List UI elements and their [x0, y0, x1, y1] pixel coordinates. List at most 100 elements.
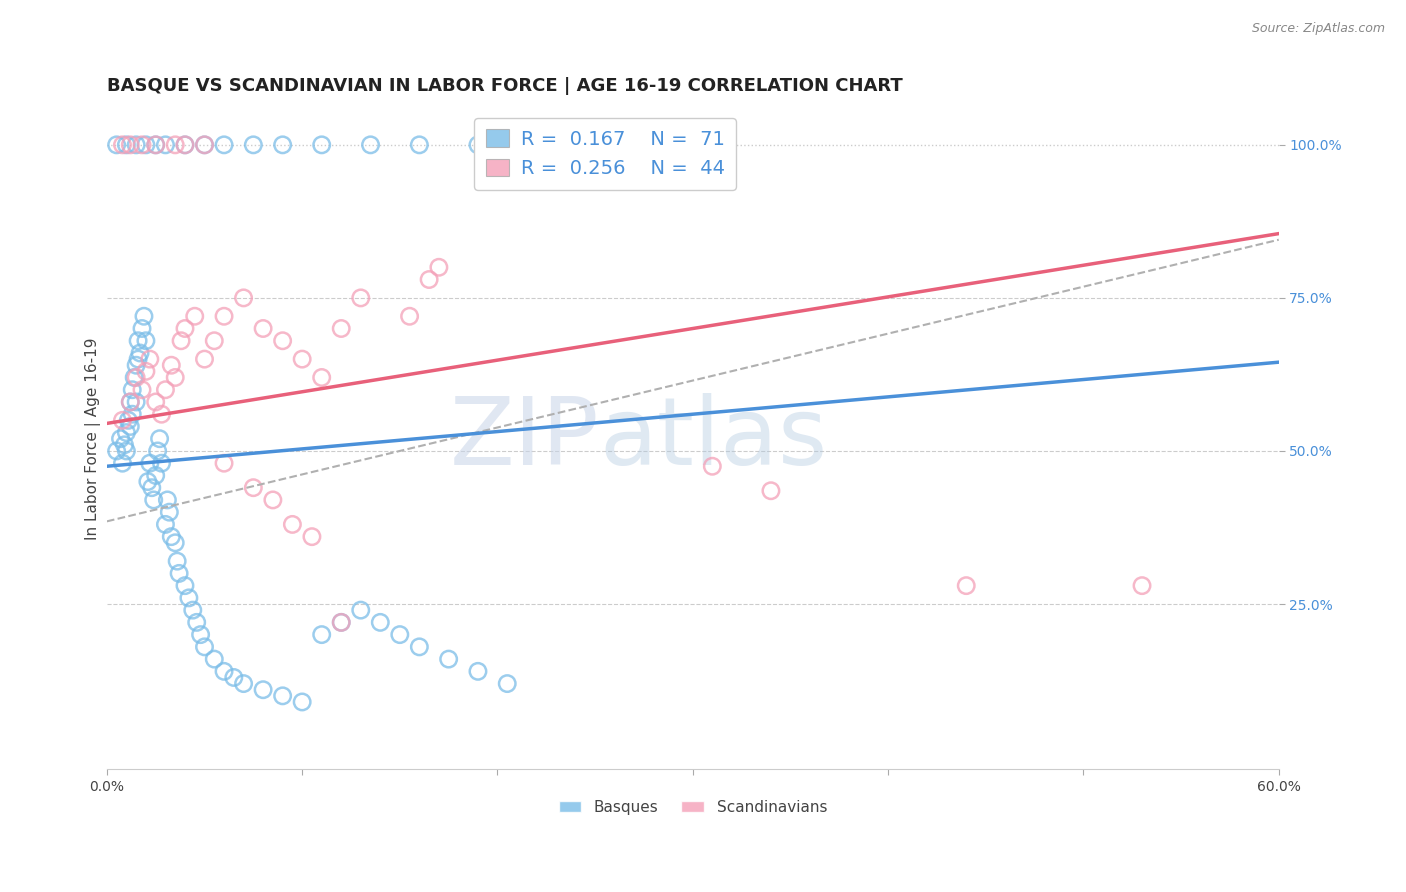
- Basques: [146, 444, 169, 458]
- Scandinavians: [125, 370, 148, 384]
- Scandinavians: [702, 459, 724, 474]
- Basques: [142, 492, 165, 507]
- Scandinavians: [174, 321, 197, 335]
- Basques: [122, 370, 145, 384]
- Basques: [125, 137, 148, 152]
- Scandinavians: [120, 137, 142, 152]
- Basques: [145, 137, 167, 152]
- Basques: [120, 395, 142, 409]
- Basques: [437, 652, 460, 666]
- Basques: [135, 334, 157, 348]
- Basques: [177, 591, 200, 605]
- Basques: [212, 665, 235, 679]
- Scandinavians: [271, 334, 294, 348]
- Scandinavians: [145, 395, 167, 409]
- Basques: [114, 438, 136, 452]
- Scandinavians: [281, 517, 304, 532]
- Basques: [350, 603, 373, 617]
- Basques: [125, 358, 148, 372]
- Basques: [115, 137, 138, 152]
- Scandinavians: [139, 352, 162, 367]
- Basques: [135, 137, 157, 152]
- Basques: [408, 640, 430, 654]
- Basques: [252, 682, 274, 697]
- Scandinavians: [165, 370, 187, 384]
- Basques: [149, 432, 172, 446]
- Basques: [174, 137, 197, 152]
- Basques: [115, 444, 138, 458]
- Basques: [186, 615, 208, 630]
- Scandinavians: [111, 137, 134, 152]
- Scandinavians: [202, 334, 225, 348]
- Text: BASQUE VS SCANDINAVIAN IN LABOR FORCE | AGE 16-19 CORRELATION CHART: BASQUE VS SCANDINAVIAN IN LABOR FORCE | …: [107, 78, 903, 95]
- Basques: [271, 689, 294, 703]
- Basques: [131, 321, 153, 335]
- Text: ZIP: ZIP: [450, 392, 599, 484]
- Scandinavians: [111, 413, 134, 427]
- Basques: [155, 517, 177, 532]
- Y-axis label: In Labor Force | Age 16-19: In Labor Force | Age 16-19: [86, 337, 101, 540]
- Scandinavians: [242, 481, 264, 495]
- Basques: [311, 627, 333, 641]
- Basques: [115, 425, 138, 440]
- Basques: [117, 413, 139, 427]
- Basques: [121, 383, 143, 397]
- Scandinavians: [301, 530, 323, 544]
- Basques: [121, 407, 143, 421]
- Basques: [110, 432, 132, 446]
- Basques: [388, 627, 411, 641]
- Text: Source: ZipAtlas.com: Source: ZipAtlas.com: [1251, 22, 1385, 36]
- Scandinavians: [955, 579, 977, 593]
- Scandinavians: [193, 137, 215, 152]
- Basques: [181, 603, 204, 617]
- Scandinavians: [759, 483, 782, 498]
- Basques: [120, 419, 142, 434]
- Scandinavians: [427, 260, 450, 275]
- Text: atlas: atlas: [599, 392, 827, 484]
- Basques: [311, 137, 333, 152]
- Basques: [141, 481, 163, 495]
- Scandinavians: [212, 310, 235, 324]
- Basques: [496, 676, 519, 690]
- Basques: [132, 310, 155, 324]
- Scandinavians: [418, 272, 440, 286]
- Scandinavians: [350, 291, 373, 305]
- Scandinavians: [131, 383, 153, 397]
- Basques: [174, 579, 197, 593]
- Basques: [156, 492, 179, 507]
- Basques: [105, 137, 128, 152]
- Scandinavians: [311, 370, 333, 384]
- Scandinavians: [145, 137, 167, 152]
- Scandinavians: [291, 352, 314, 367]
- Basques: [242, 137, 264, 152]
- Basques: [467, 665, 489, 679]
- Scandinavians: [398, 310, 420, 324]
- Scandinavians: [160, 358, 183, 372]
- Basques: [127, 334, 149, 348]
- Basques: [160, 530, 183, 544]
- Scandinavians: [131, 137, 153, 152]
- Basques: [111, 456, 134, 470]
- Basques: [222, 670, 245, 684]
- Scandinavians: [184, 310, 207, 324]
- Scandinavians: [262, 492, 284, 507]
- Scandinavians: [232, 291, 254, 305]
- Basques: [212, 137, 235, 152]
- Basques: [190, 627, 212, 641]
- Basques: [360, 137, 382, 152]
- Basques: [330, 615, 353, 630]
- Scandinavians: [150, 407, 173, 421]
- Basques: [271, 137, 294, 152]
- Basques: [139, 456, 162, 470]
- Scandinavians: [135, 364, 157, 378]
- Legend: Basques, Scandinavians: Basques, Scandinavians: [553, 794, 834, 822]
- Scandinavians: [170, 334, 193, 348]
- Basques: [127, 352, 149, 367]
- Basques: [368, 615, 391, 630]
- Scandinavians: [193, 352, 215, 367]
- Basques: [408, 137, 430, 152]
- Basques: [193, 640, 215, 654]
- Scandinavians: [1130, 579, 1153, 593]
- Basques: [193, 137, 215, 152]
- Scandinavians: [330, 615, 353, 630]
